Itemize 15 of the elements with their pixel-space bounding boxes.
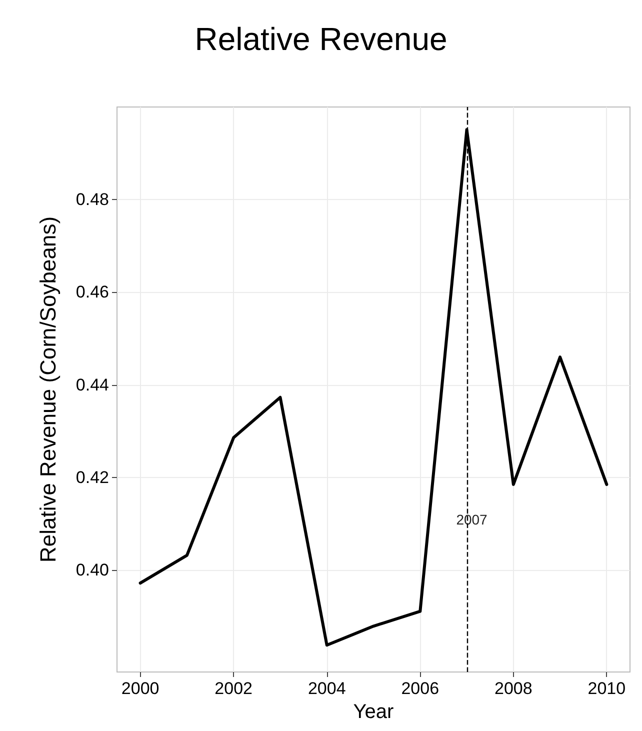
x-axis-title: Year — [353, 700, 394, 723]
chart-title: Relative Revenue — [194, 21, 448, 57]
x-tick-label: 2008 — [494, 679, 532, 698]
x-tick-label: 2006 — [401, 679, 440, 698]
y-tick-label: 0.44 — [76, 375, 109, 394]
y-axis-title: Relative Revenue (Corn/Soybeans) — [36, 216, 60, 563]
x-tick-label: 2002 — [214, 679, 253, 698]
y-tick-label: 0.46 — [76, 282, 109, 302]
x-tick-label: 2004 — [308, 679, 346, 698]
y-tick-label: 0.48 — [76, 190, 109, 210]
y-tick-label: 0.40 — [76, 560, 109, 580]
ref-line-label: 2007 — [456, 511, 488, 528]
x-tick-label: 2000 — [121, 679, 160, 698]
x-tick-label: 2010 — [588, 679, 626, 698]
y-tick-label: 0.42 — [76, 468, 109, 487]
